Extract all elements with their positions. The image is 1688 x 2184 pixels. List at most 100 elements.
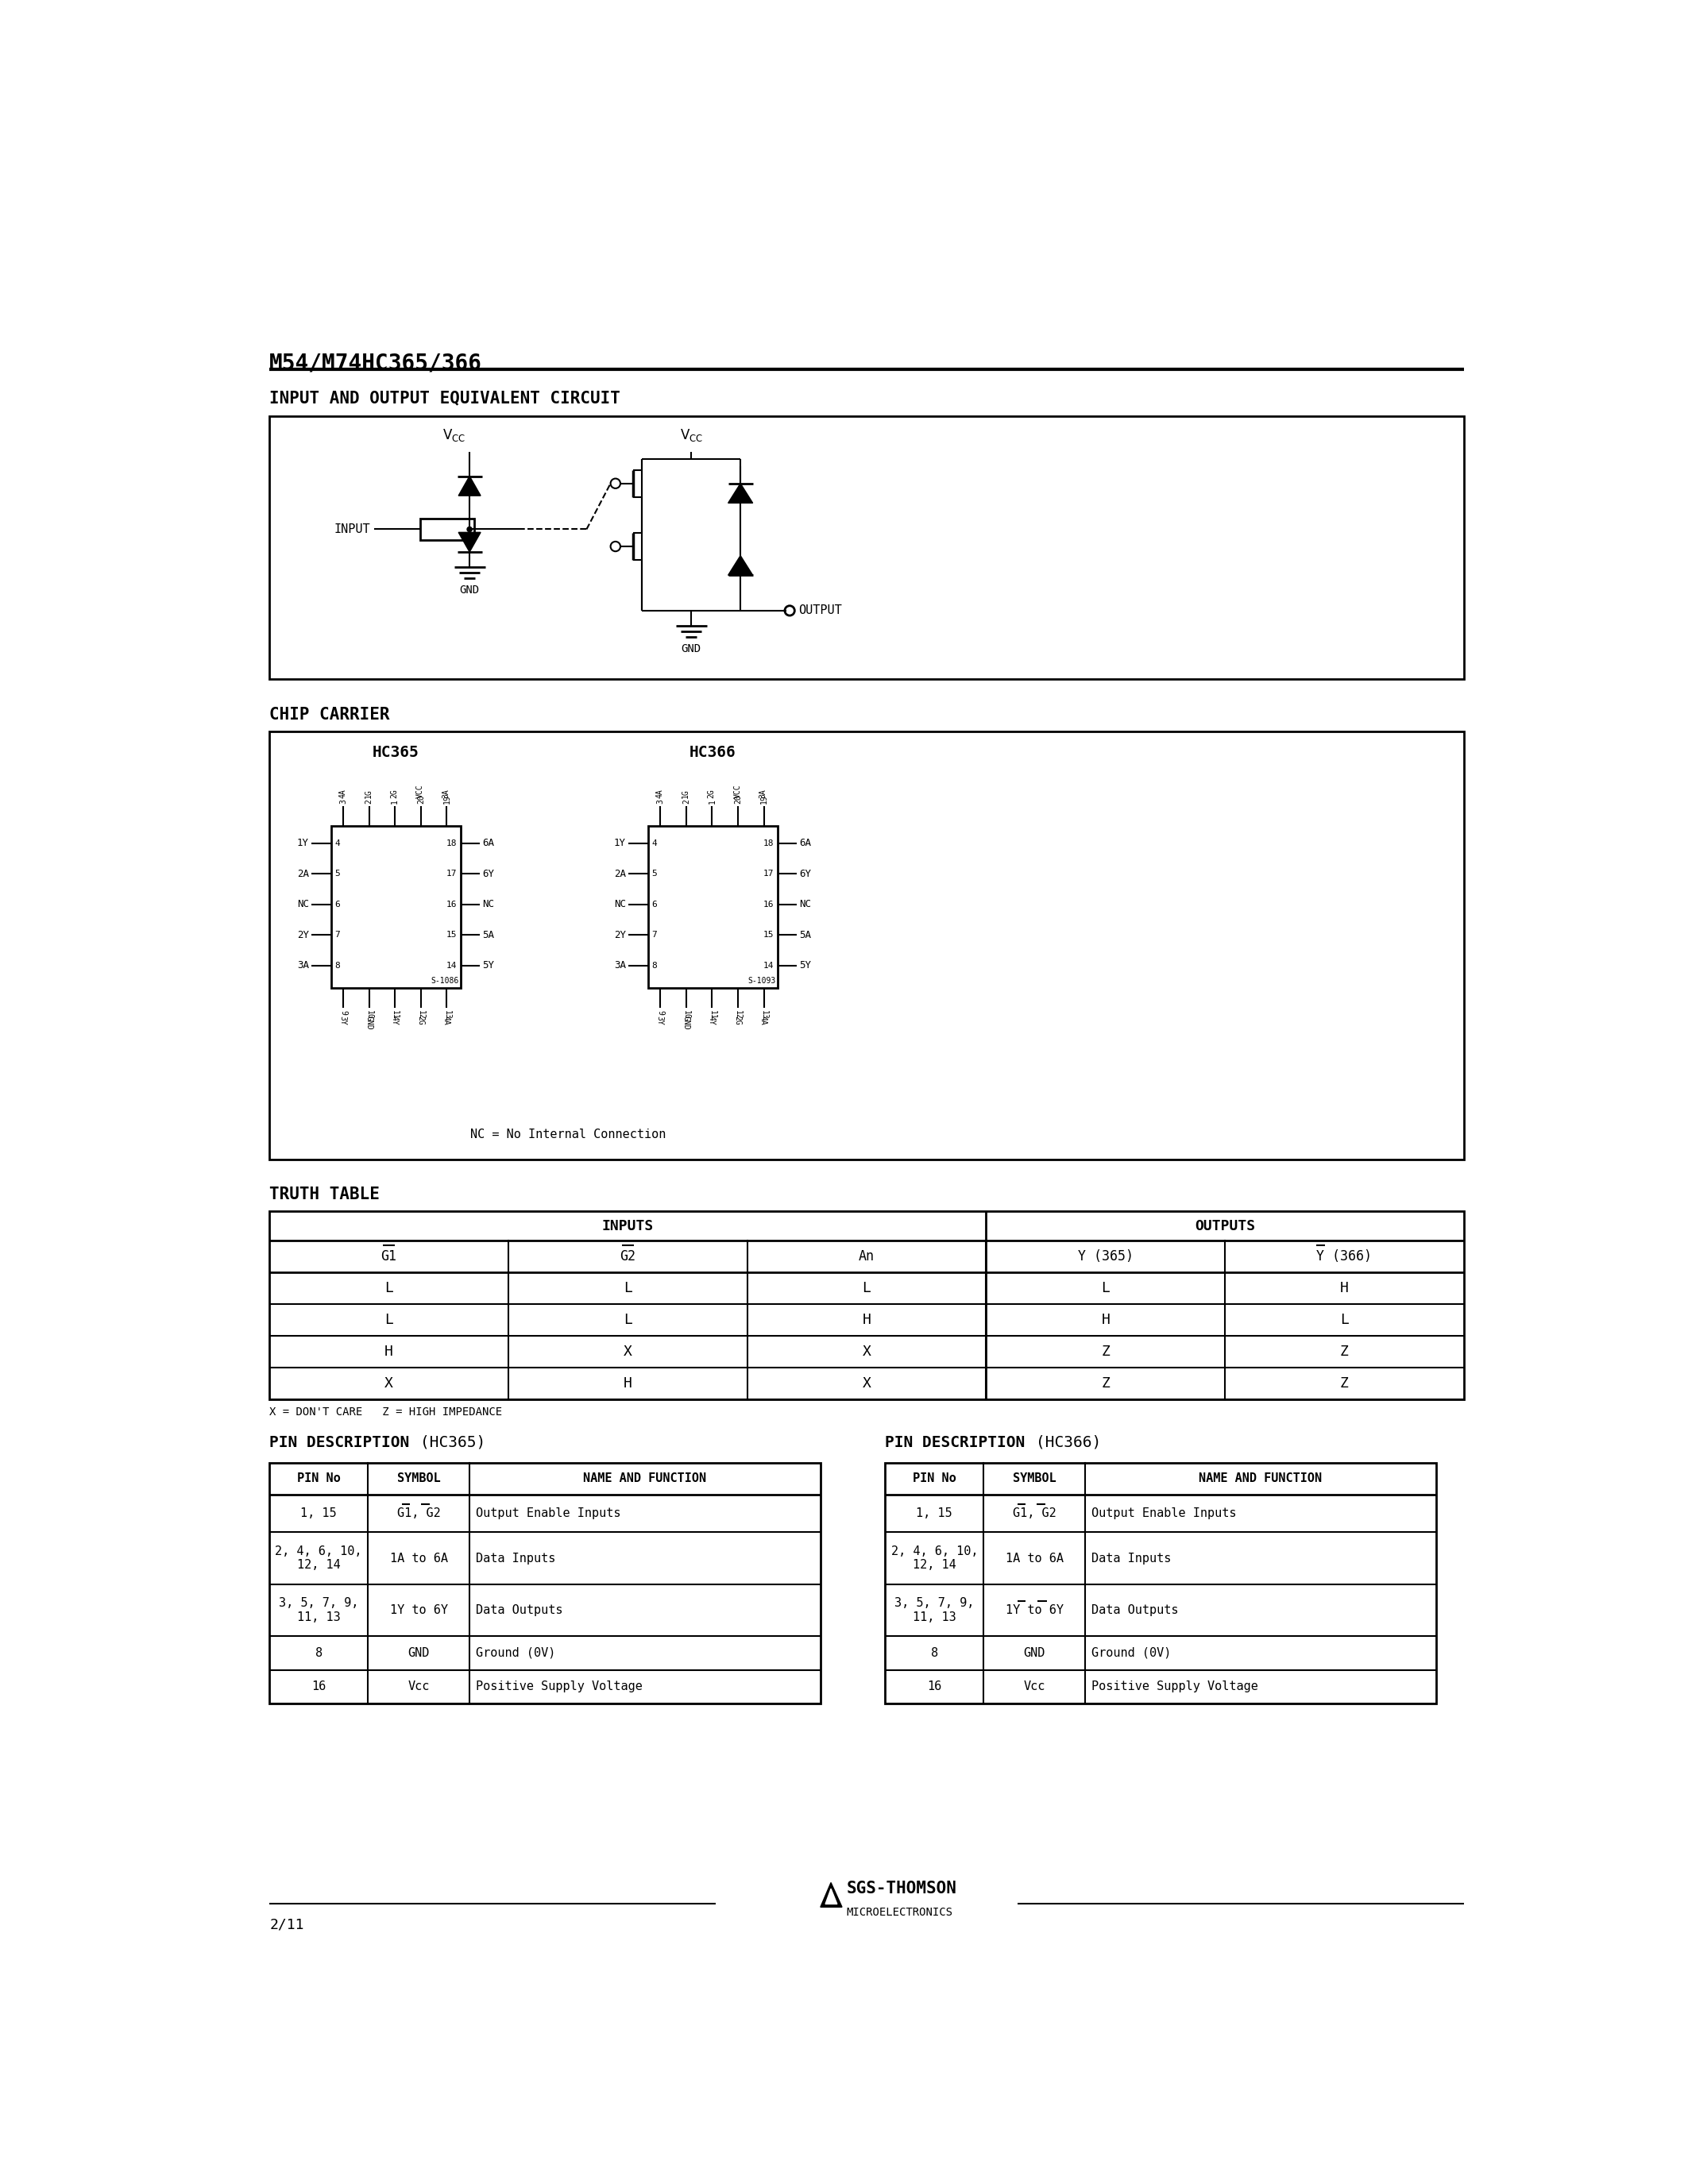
- Text: 10: 10: [682, 1009, 690, 1020]
- Text: 6Y: 6Y: [483, 869, 495, 878]
- Bar: [648, 826, 778, 987]
- Text: H: H: [1340, 1282, 1349, 1295]
- Text: 6A: 6A: [800, 839, 812, 847]
- Text: 13: 13: [442, 1009, 451, 1020]
- Text: 16: 16: [446, 900, 457, 909]
- Text: NC: NC: [800, 900, 812, 909]
- Bar: [270, 1463, 820, 1704]
- Text: PIN No: PIN No: [913, 1472, 955, 1485]
- Text: Y (366): Y (366): [1317, 1249, 1372, 1265]
- Text: 2G: 2G: [733, 1016, 741, 1026]
- Text: 1A to 6A: 1A to 6A: [390, 1553, 447, 1564]
- Text: Vcc: Vcc: [408, 1682, 430, 1693]
- Text: 12: 12: [417, 1009, 425, 1020]
- Bar: [270, 732, 1463, 1160]
- Text: 6: 6: [334, 900, 339, 909]
- Text: 3Y: 3Y: [339, 1016, 346, 1026]
- Text: 6: 6: [652, 900, 657, 909]
- Text: V$_{\sf CC}$: V$_{\sf CC}$: [680, 428, 702, 443]
- Text: 2G: 2G: [707, 788, 716, 799]
- Text: (HC366): (HC366): [1036, 1435, 1101, 1450]
- Text: 4Y: 4Y: [390, 1016, 398, 1026]
- Text: Output Enable Inputs: Output Enable Inputs: [1092, 1507, 1236, 1520]
- Text: INPUTS: INPUTS: [603, 1219, 653, 1234]
- Text: Output Enable Inputs: Output Enable Inputs: [476, 1507, 621, 1520]
- Text: 3A: 3A: [297, 961, 309, 970]
- Text: 8: 8: [334, 961, 339, 970]
- Text: MICROELECTRONICS: MICROELECTRONICS: [846, 1907, 952, 1918]
- Text: 5Y: 5Y: [800, 961, 812, 970]
- Text: CHIP CARRIER: CHIP CARRIER: [270, 708, 390, 723]
- Bar: [270, 1212, 1463, 1400]
- Text: X: X: [863, 1376, 871, 1391]
- Text: 1G: 1G: [682, 788, 690, 799]
- Text: 14: 14: [763, 961, 773, 970]
- Text: 1, 15: 1, 15: [300, 1507, 338, 1520]
- Text: (HC365): (HC365): [420, 1435, 486, 1450]
- Text: L: L: [1340, 1313, 1349, 1328]
- Text: VCC: VCC: [733, 784, 741, 799]
- Text: L: L: [623, 1282, 631, 1295]
- Text: V$_{\sf CC}$: V$_{\sf CC}$: [442, 428, 466, 443]
- Text: INPUT AND OUTPUT EQUIVALENT CIRCUIT: INPUT AND OUTPUT EQUIVALENT CIRCUIT: [270, 391, 621, 406]
- Text: SGS-THOMSON: SGS-THOMSON: [846, 1880, 957, 1896]
- Text: 5A: 5A: [800, 930, 812, 939]
- Text: Positive Supply Voltage: Positive Supply Voltage: [476, 1682, 643, 1693]
- Text: 10: 10: [365, 1009, 373, 1020]
- Text: Y (365): Y (365): [1077, 1249, 1133, 1265]
- Text: X = DON'T CARE   Z = HIGH IMPEDANCE: X = DON'T CARE Z = HIGH IMPEDANCE: [270, 1406, 503, 1417]
- Text: H: H: [385, 1345, 393, 1358]
- Text: 11: 11: [709, 1009, 716, 1020]
- Bar: [885, 1463, 1436, 1704]
- Text: 4Y: 4Y: [707, 1016, 716, 1026]
- Text: 2/11: 2/11: [270, 1918, 304, 1933]
- Text: 2, 4, 6, 10,
12, 14: 2, 4, 6, 10, 12, 14: [891, 1546, 977, 1570]
- Text: 2Y: 2Y: [614, 930, 626, 939]
- Text: H: H: [863, 1313, 871, 1328]
- Bar: [420, 520, 474, 539]
- Text: INPUT: INPUT: [334, 524, 370, 535]
- Text: Data Outputs: Data Outputs: [1092, 1605, 1178, 1616]
- Text: 4A: 4A: [657, 788, 663, 799]
- Text: 17: 17: [446, 869, 457, 878]
- Text: 1Y to 6Y: 1Y to 6Y: [1006, 1605, 1063, 1616]
- Text: G1, G2: G1, G2: [1013, 1507, 1057, 1520]
- Text: 4A: 4A: [339, 788, 346, 799]
- Text: 3: 3: [657, 799, 665, 804]
- Text: An: An: [859, 1249, 874, 1265]
- Text: Vcc: Vcc: [1023, 1682, 1045, 1693]
- Text: Ground (0V): Ground (0V): [1092, 1647, 1171, 1660]
- Text: 13: 13: [760, 1009, 768, 1020]
- Text: GND: GND: [682, 1016, 690, 1031]
- Text: NC: NC: [614, 900, 626, 909]
- Text: 7: 7: [652, 930, 657, 939]
- Text: 2A: 2A: [297, 869, 309, 878]
- Text: 1: 1: [392, 799, 398, 804]
- Text: HC366: HC366: [689, 745, 736, 760]
- Text: X: X: [385, 1376, 393, 1391]
- Text: L: L: [623, 1313, 631, 1328]
- Text: SYMBOL: SYMBOL: [397, 1472, 441, 1485]
- Text: SYMBOL: SYMBOL: [1013, 1472, 1057, 1485]
- Text: Positive Supply Voltage: Positive Supply Voltage: [1092, 1682, 1258, 1693]
- Bar: [270, 417, 1463, 679]
- Text: OUTPUTS: OUTPUTS: [1195, 1219, 1256, 1234]
- Text: 1: 1: [709, 799, 716, 804]
- Text: L: L: [863, 1282, 871, 1295]
- Text: PIN DESCRIPTION: PIN DESCRIPTION: [270, 1435, 410, 1450]
- Text: 1G: 1G: [365, 788, 373, 799]
- Text: Z: Z: [1340, 1345, 1349, 1358]
- Text: H: H: [1101, 1313, 1109, 1328]
- Text: G1: G1: [381, 1249, 397, 1265]
- Text: 2A: 2A: [614, 869, 626, 878]
- Text: 17: 17: [763, 869, 773, 878]
- Text: NAME AND FUNCTION: NAME AND FUNCTION: [584, 1472, 707, 1485]
- Text: 15: 15: [446, 930, 457, 939]
- Text: 2G: 2G: [417, 1016, 424, 1026]
- Text: 18: 18: [446, 839, 457, 847]
- Text: 4: 4: [334, 839, 339, 847]
- Text: 4A: 4A: [760, 1016, 766, 1026]
- Text: 3A: 3A: [614, 961, 626, 970]
- Text: 5: 5: [334, 869, 339, 878]
- Text: Data Inputs: Data Inputs: [1092, 1553, 1171, 1564]
